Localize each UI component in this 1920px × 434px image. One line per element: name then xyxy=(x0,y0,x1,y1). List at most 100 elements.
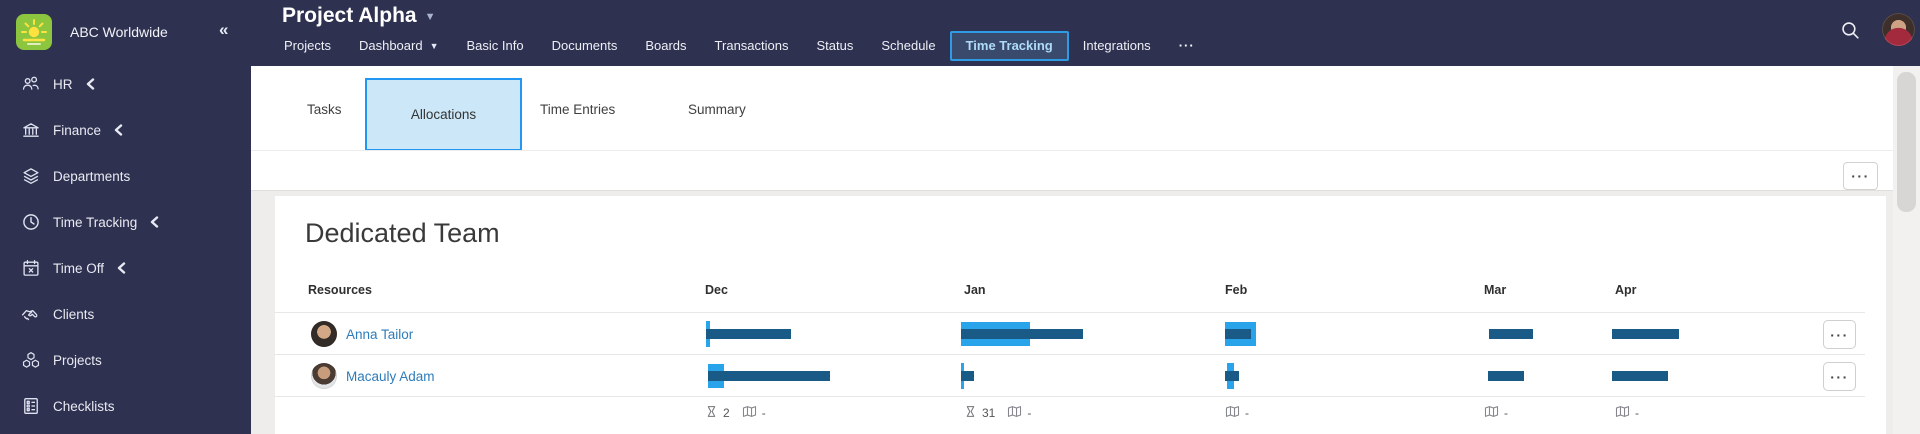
map-icon xyxy=(1484,405,1499,421)
column-header-apr: Apr xyxy=(1615,283,1637,297)
resource-link[interactable]: Anna Tailor xyxy=(346,327,414,342)
sidebar-item-departments[interactable]: Departments xyxy=(0,153,251,199)
map-icon xyxy=(1225,405,1240,421)
allocation-bar-dark-dec[interactable] xyxy=(706,328,791,339)
sidebar: ABC Worldwide « HR Finance xyxy=(0,0,251,434)
allocation-bar-dark-dec[interactable] xyxy=(708,370,830,381)
project-title-dropdown[interactable]: Project Alpha ▼ xyxy=(282,4,435,28)
search-icon[interactable] xyxy=(1840,20,1862,42)
calendar-x-icon xyxy=(21,258,42,278)
tabs-overflow-button[interactable]: ··· xyxy=(1178,38,1195,53)
cubes-icon xyxy=(21,350,42,370)
chevron-left-icon[interactable] xyxy=(150,216,159,228)
chevron-left-icon[interactable] xyxy=(86,78,95,90)
tab-documents[interactable]: Documents xyxy=(551,38,618,53)
people-icon xyxy=(21,74,42,94)
tab-basic-info[interactable]: Basic Info xyxy=(466,38,524,53)
divider xyxy=(275,396,1865,397)
allocation-bar-dark-apr[interactable] xyxy=(1612,328,1679,339)
divider xyxy=(251,150,1893,151)
top-header-bar: Project Alpha ▼ Projects Dashboard ▼ Basic… xyxy=(0,0,1920,66)
sidebar-item-label: Departments xyxy=(53,168,131,184)
tab-schedule[interactable]: Schedule xyxy=(881,38,936,53)
sidebar-item-label: Time Off xyxy=(53,260,105,276)
allocation-bar-dark-feb[interactable] xyxy=(1225,328,1251,339)
company-logo[interactable] xyxy=(16,14,52,50)
subtab-time-entries[interactable]: Time Entries xyxy=(540,102,616,117)
sidebar-item-hr[interactable]: HR xyxy=(0,61,251,107)
collapse-sidebar-button[interactable]: « xyxy=(219,20,229,39)
divider xyxy=(275,312,1865,313)
sidebar-item-finance[interactable]: Finance xyxy=(0,107,251,153)
column-header-feb: Feb xyxy=(1225,283,1248,297)
scrollbar-track[interactable] xyxy=(1893,66,1920,434)
scrollbar-thumb[interactable] xyxy=(1897,72,1916,212)
map-icon xyxy=(1615,405,1630,421)
allocation-bar-dark-jan[interactable] xyxy=(961,370,974,381)
column-header-mar: Mar xyxy=(1484,283,1507,297)
tab-time-tracking[interactable]: Time Tracking xyxy=(949,31,1069,61)
resource-avatar xyxy=(311,363,337,389)
section-heading: Dedicated Team xyxy=(305,218,500,248)
summary-cell-dec: 2 - xyxy=(705,400,766,426)
tab-projects[interactable]: Projects xyxy=(284,38,331,53)
chevron-left-icon[interactable] xyxy=(117,262,126,274)
allocation-bar-dark-mar[interactable] xyxy=(1489,328,1533,339)
row-more-button[interactable]: ··· xyxy=(1823,320,1856,349)
clock-icon xyxy=(21,212,42,232)
resource-avatar xyxy=(311,321,337,347)
allocation-bar-dark-mar[interactable] xyxy=(1488,370,1524,381)
tab-integrations[interactable]: Integrations xyxy=(1082,38,1151,53)
divider xyxy=(275,354,1865,355)
sidebar-item-clients[interactable]: Clients xyxy=(0,291,251,337)
allocation-bar-dark-jan[interactable] xyxy=(961,328,1083,339)
summary-cell-jan: 31 - xyxy=(964,400,1031,426)
sidebar-item-label: HR xyxy=(53,76,73,92)
tab-status[interactable]: Status xyxy=(816,38,854,53)
allocation-bar-dark-feb[interactable] xyxy=(1225,370,1239,381)
tab-label: Dashboard xyxy=(358,38,423,53)
tab-transactions[interactable]: Transactions xyxy=(714,38,789,53)
caret-down-icon: ▼ xyxy=(424,11,436,23)
summary-value: 31 xyxy=(982,406,996,420)
row-more-button[interactable]: ··· xyxy=(1823,362,1856,391)
tab-dashboard[interactable]: Dashboard ▼ xyxy=(345,31,453,61)
hourglass-icon xyxy=(964,405,977,421)
column-header-jan: Jan xyxy=(964,283,986,297)
allocations-panel: Dedicated Team Resources Dec Jan Feb Mar… xyxy=(275,196,1886,434)
summary-value: - xyxy=(761,406,766,420)
summary-value: 2 xyxy=(723,406,730,420)
bank-icon xyxy=(21,120,42,140)
map-icon xyxy=(1007,405,1022,421)
sidebar-item-checklists[interactable]: Checklists xyxy=(0,383,251,429)
summary-cell-feb: - xyxy=(1225,400,1249,426)
toolbar-more-button[interactable]: ··· xyxy=(1843,162,1878,190)
column-header-dec: Dec xyxy=(705,283,728,297)
summary-value: - xyxy=(1245,406,1249,420)
sidebar-item-time-tracking[interactable]: Time Tracking xyxy=(0,199,251,245)
project-nav-tabs: Projects Dashboard ▼ Basic Info Documents… xyxy=(270,30,1209,62)
caret-down-icon: ▼ xyxy=(429,41,439,51)
resource-link[interactable]: Macauly Adam xyxy=(346,369,435,384)
subtab-strip: Tasks Allocations Time Entries Summary ·… xyxy=(251,66,1893,191)
summary-cell-mar: - xyxy=(1484,400,1508,426)
subtab-summary[interactable]: Summary xyxy=(688,102,746,117)
sidebar-item-projects[interactable]: Projects xyxy=(0,337,251,383)
summary-value: - xyxy=(1504,406,1508,420)
hourglass-icon xyxy=(705,405,718,421)
sidebar-item-label: Finance xyxy=(53,122,102,138)
subtab-allocations[interactable]: Allocations xyxy=(365,78,522,151)
tab-boards[interactable]: Boards xyxy=(645,38,687,53)
handshake-icon xyxy=(21,304,42,324)
chevron-left-icon[interactable] xyxy=(114,124,123,136)
subtab-tasks[interactable]: Tasks xyxy=(307,102,342,117)
checklist-icon xyxy=(21,396,42,416)
user-avatar[interactable] xyxy=(1882,13,1915,46)
allocation-bar-dark-apr[interactable] xyxy=(1612,370,1668,381)
summary-cell-apr: - xyxy=(1615,400,1639,426)
sidebar-item-time-off[interactable]: Time Off xyxy=(0,245,251,291)
sidebar-item-label: Checklists xyxy=(53,398,115,414)
summary-value: - xyxy=(1027,406,1032,420)
layers-icon xyxy=(21,166,42,186)
